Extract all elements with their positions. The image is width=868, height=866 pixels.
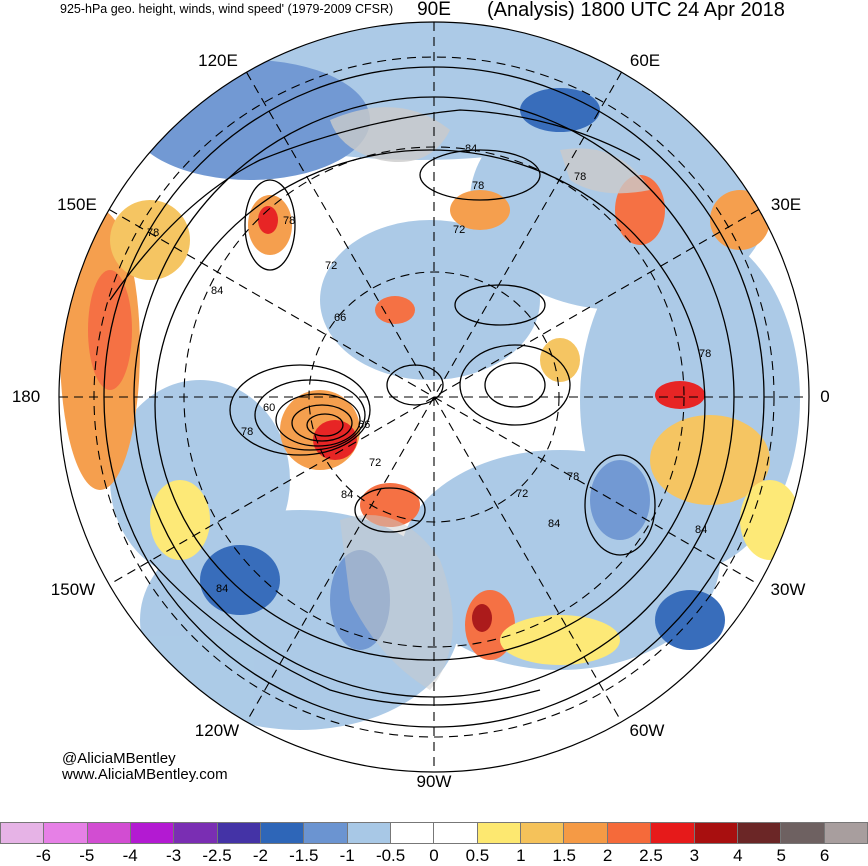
contour-label: 78: [241, 426, 253, 438]
contour-label: 84: [695, 524, 707, 536]
colorbar-tick-label: 0: [429, 846, 439, 865]
lon-label-120w: 120W: [194, 721, 240, 740]
colorbar-tick-label: -6: [35, 846, 51, 865]
contour-label: 78: [699, 348, 711, 360]
colorbar-swatch: [131, 822, 175, 844]
colorbar-tick-label: -0.5: [375, 846, 406, 865]
contour-label: 84: [341, 489, 353, 501]
contour-label: 78: [472, 180, 484, 192]
credit-handle: @AliciaMBentley: [62, 750, 176, 767]
colorbar-swatch: [87, 822, 132, 844]
colorbar-swatch: [174, 822, 218, 844]
colorbar-swatch: [781, 822, 825, 844]
contour-label: 66: [358, 419, 370, 431]
contour-label: 84: [548, 518, 560, 530]
contour-label: 66: [334, 312, 346, 324]
lon-label-150e: 150E: [57, 195, 97, 214]
lon-label-30w: 30W: [770, 580, 806, 599]
colorbar-tick-label: 0.5: [465, 846, 490, 865]
colorbar-swatch: [44, 822, 88, 844]
colorbar-swatch: [824, 822, 868, 844]
chart-title-right: (Analysis) 1800 UTC 24 Apr 2018: [487, 0, 785, 21]
lon-label-90e: 90E: [417, 0, 451, 20]
colorbar-swatch: [521, 822, 565, 844]
lon-label-150w: 150W: [50, 580, 96, 599]
colorbar-swatch: [347, 822, 392, 844]
contour-label: 78: [147, 227, 159, 239]
colorbar-swatch: [607, 822, 652, 844]
contour-label: 78: [567, 471, 579, 483]
colorbar-tick-label: 5: [776, 846, 786, 865]
colorbar-swatch: [737, 822, 782, 844]
colorbar-tick-label: 1.5: [552, 846, 577, 865]
lon-label-60e: 60E: [629, 51, 661, 70]
colorbar-swatch: [651, 822, 695, 844]
lon-label-30e: 30E: [770, 195, 802, 214]
map-boundary: [58, 21, 810, 773]
contour-label: 78: [283, 215, 295, 227]
lon-label-0: 0: [820, 387, 830, 406]
contour-labels: 84 78 72 78 78 78 84 72 66 60 78 66 72 8…: [147, 143, 711, 595]
contour-label: 72: [516, 488, 528, 500]
colorbar-swatch: [261, 822, 305, 844]
credit-website: www.AliciaMBentley.com: [62, 766, 228, 783]
colorbar-tick-label: -3: [166, 846, 182, 865]
colorbar-tick-label: 4: [733, 846, 743, 865]
colorbar-swatch: [564, 822, 608, 844]
lon-label-90w: 90W: [416, 772, 452, 791]
colorbar-swatch: [434, 822, 478, 844]
lon-label-120e: 120E: [198, 51, 238, 70]
credit: @AliciaMBentley www.AliciaMBentley.com: [62, 751, 228, 783]
contour-label: 72: [453, 224, 465, 236]
colorbar-tick-label: 2.5: [639, 846, 663, 865]
colorbar-swatch: [391, 822, 435, 844]
contour-label: 78: [574, 171, 586, 183]
contour-label: 84: [216, 583, 228, 595]
colorbar-tick-label: 2: [602, 846, 613, 865]
colorbar-swatch: [477, 822, 522, 844]
colorbar-tick-label: -1: [339, 846, 355, 865]
colorbar-swatch: [694, 822, 738, 844]
colorbar-swatch: [217, 822, 262, 844]
colorbar-tick-label: 6: [819, 846, 830, 865]
colorbar: [0, 822, 868, 844]
contour-label: 60: [263, 402, 275, 414]
graticule: [59, 22, 809, 772]
colorbar-tick-label: 3: [689, 846, 700, 865]
colorbar-tick-label: -1.5: [289, 846, 319, 865]
polar-map: 84 78 72 78 78 78 84 72 66 60 78 66 72 8…: [58, 21, 810, 773]
lon-label-180: 180: [11, 387, 41, 406]
contour-label: 84: [211, 285, 223, 297]
contour-label: 84: [465, 143, 477, 155]
colorbar-swatch: [0, 822, 45, 844]
colorbar-tick-label: 1: [516, 846, 526, 865]
lon-label-60w: 60W: [629, 721, 665, 740]
colorbar-swatch: [304, 822, 348, 844]
map-disk: [59, 22, 809, 772]
contour-label: 72: [369, 457, 381, 469]
chart-title-left: 925-hPa geo. height, winds, wind speed' …: [60, 2, 394, 16]
colorbar-tick-label: -4: [122, 846, 138, 865]
contour-label: 72: [325, 260, 337, 272]
colorbar-tick-label: -5: [79, 846, 95, 865]
colorbar-tick-label: -2.5: [202, 846, 232, 865]
colorbar-tick-label: -2: [252, 846, 268, 865]
